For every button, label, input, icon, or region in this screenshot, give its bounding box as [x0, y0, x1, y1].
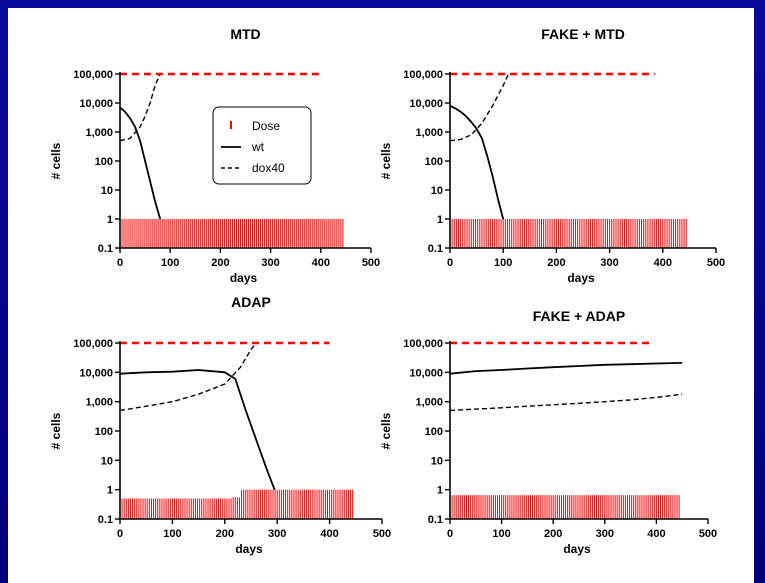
- chart-title: FAKE + MTD: [541, 26, 625, 42]
- x-tick-label: 200: [544, 528, 562, 540]
- y-tick-label: 100,000: [73, 338, 113, 350]
- series-line-dox40: [449, 393, 683, 412]
- y-axis-label: # cells: [49, 412, 63, 449]
- y-tick-label: 10,000: [409, 367, 443, 379]
- chart-title: ADAP: [231, 294, 271, 310]
- chart-panel-2: FAKE + MTD 0.1 1 10 100 1,000 10,000 100,000 0 10…: [379, 26, 725, 285]
- x-axis-label: days: [230, 271, 258, 285]
- x-tick-label: 100: [492, 528, 510, 540]
- chart-panel-1: MTD 0.1 1 10 100 1,000 10,000 100,000 0 100 200 300…: [49, 26, 380, 285]
- x-tick-label: 300: [596, 528, 614, 540]
- y-tick-label: 0.1: [98, 514, 113, 526]
- x-tick-label: 300: [268, 528, 286, 540]
- x-tick-label: 500: [707, 257, 725, 269]
- y-tick-label: 1: [107, 485, 113, 497]
- chart-panel-3: ADAP 0.1 1 10 100 1,000 10,000 100,000 0 100 200 30…: [49, 294, 391, 556]
- y-tick-label: 0.1: [428, 514, 443, 526]
- legend-label: Dose: [252, 119, 280, 133]
- x-tick-label: 300: [261, 257, 279, 269]
- y-tick-label: 1: [107, 214, 113, 226]
- x-tick-label: 100: [494, 257, 512, 269]
- x-axis-label: days: [567, 271, 595, 285]
- y-tick-label: 10: [101, 185, 113, 197]
- slide: MTD 0.1 1 10 100 1,000 10,000 100,000 0 100 200 300…: [8, 8, 754, 583]
- y-tick-label: 100: [425, 426, 443, 438]
- y-axis-label: # cells: [49, 142, 63, 179]
- y-tick-label: 100: [95, 426, 113, 438]
- chart-title: FAKE + ADAP: [533, 308, 625, 324]
- y-axis-label: # cells: [379, 142, 393, 179]
- y-tick-label: 10: [431, 455, 443, 467]
- y-tick-label: 1,000: [415, 127, 443, 139]
- y-tick-label: 100: [425, 156, 443, 168]
- y-tick-label: 10,000: [79, 367, 113, 379]
- x-tick-label: 400: [647, 528, 665, 540]
- x-tick-label: 500: [699, 528, 717, 540]
- series-line-wt: [119, 369, 276, 491]
- x-tick-label: 100: [161, 257, 179, 269]
- legend-label: wt: [251, 140, 265, 154]
- chart-panel-4: FAKE + ADAP 0.1 1 10 100 1,000 10,000 100,000 0 1…: [379, 308, 717, 556]
- x-tick-label: 400: [320, 528, 338, 540]
- x-tick-label: 0: [447, 257, 453, 269]
- y-tick-label: 10,000: [79, 98, 113, 110]
- series-line-dox40: [119, 73, 161, 142]
- legend-label: dox40: [252, 161, 285, 175]
- x-tick-label: 200: [547, 257, 565, 269]
- x-axis-label: days: [235, 542, 263, 556]
- y-tick-label: 100: [95, 156, 113, 168]
- x-tick-label: 300: [600, 257, 618, 269]
- x-tick-label: 500: [373, 528, 391, 540]
- y-tick-label: 100,000: [73, 69, 113, 81]
- series-line-wt: [119, 106, 162, 220]
- x-tick-label: 0: [447, 528, 453, 540]
- series-line-wt: [449, 104, 505, 220]
- series-line-wt: [449, 362, 683, 375]
- x-tick-label: 200: [216, 528, 234, 540]
- chart-title: MTD: [230, 26, 260, 42]
- y-tick-label: 100,000: [403, 338, 443, 350]
- y-tick-label: 1,000: [85, 127, 113, 139]
- x-tick-label: 100: [163, 528, 181, 540]
- x-tick-label: 0: [117, 528, 123, 540]
- y-axis-label: # cells: [379, 412, 393, 449]
- y-tick-label: 1,000: [415, 397, 443, 409]
- y-tick-label: 1: [437, 214, 443, 226]
- y-tick-label: 100,000: [403, 69, 443, 81]
- y-tick-label: 10,000: [409, 98, 443, 110]
- y-tick-label: 1,000: [85, 397, 113, 409]
- y-tick-label: 10: [101, 455, 113, 467]
- x-tick-label: 400: [312, 257, 330, 269]
- x-tick-label: 400: [654, 257, 672, 269]
- x-axis-label: days: [563, 542, 591, 556]
- series-line-dox40: [119, 342, 257, 412]
- series-line-dox40: [449, 73, 510, 142]
- legend: Dose wt dox40: [212, 106, 312, 185]
- y-tick-label: 10: [431, 185, 443, 197]
- y-tick-label: 1: [437, 485, 443, 497]
- y-tick-label: 0.1: [98, 243, 113, 255]
- x-tick-label: 0: [117, 257, 123, 269]
- y-tick-label: 0.1: [428, 243, 443, 255]
- legend-box: [212, 106, 312, 185]
- x-tick-label: 200: [211, 257, 229, 269]
- x-tick-label: 500: [362, 257, 380, 269]
